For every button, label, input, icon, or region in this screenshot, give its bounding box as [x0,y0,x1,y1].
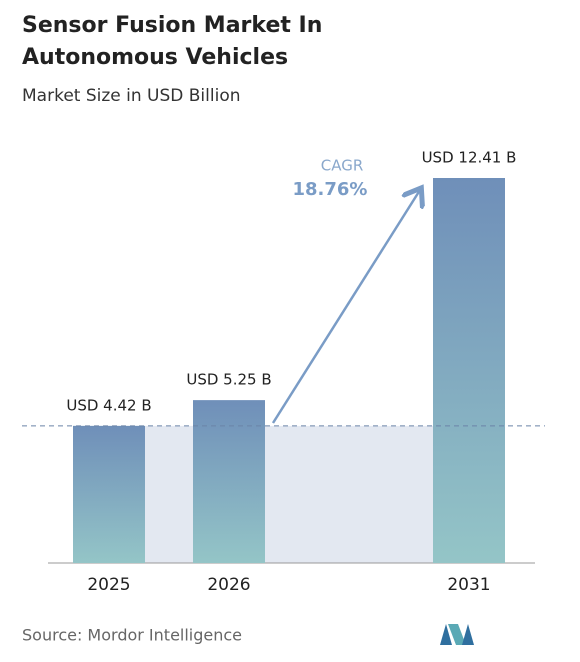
source: Source: Mordor Intelligence [22,626,242,645]
value-label: USD 5.25 B [186,371,271,389]
chart-subtitle: Market Size in USD Billion [22,86,241,106]
bar [433,178,505,563]
title-text: Autonomous Vehicles [22,45,288,70]
cagr-label: CAGR [321,157,364,175]
logo [440,624,474,645]
chart-title: Sensor Fusion Market In Autonomous Vehic… [22,13,330,70]
x-tick-label: 2031 [447,575,490,595]
value-label: USD 12.41 B [422,149,517,167]
cagr-value: 18.76% [293,179,368,200]
x-tick-label: 2025 [87,575,130,595]
cagr-arrow [271,190,420,424]
value-label: USD 4.42 B [66,396,151,414]
x-tick-label: 2026 [207,575,250,595]
bar [193,400,265,563]
bar [73,425,145,563]
title-text: Sensor Fusion Market In [22,13,322,38]
